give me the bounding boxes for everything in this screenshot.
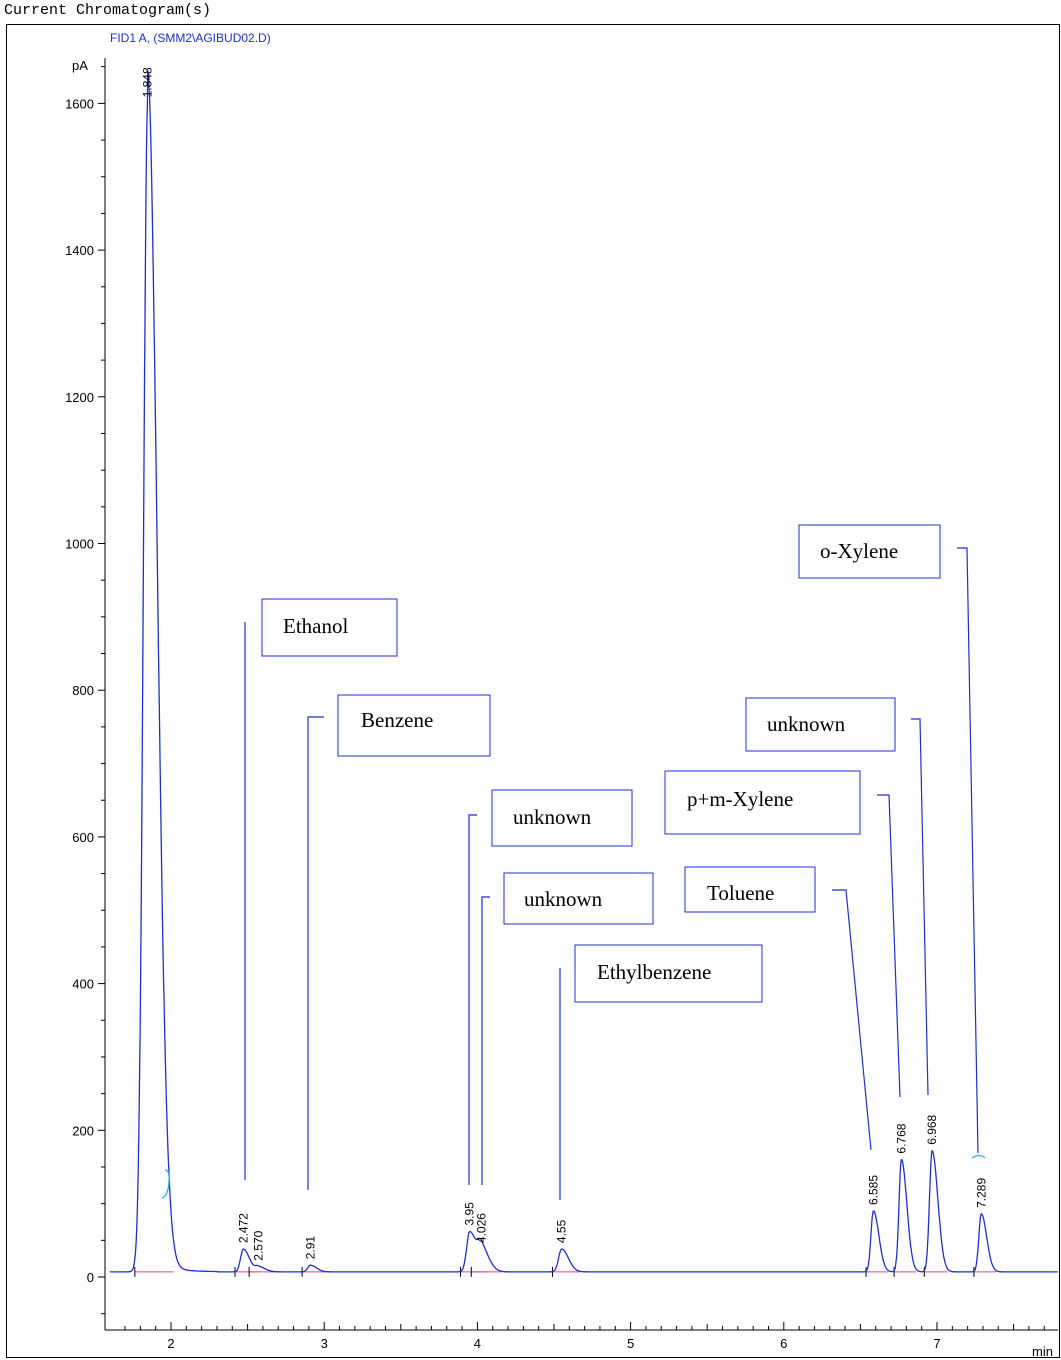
y-tick-label: 800	[72, 683, 94, 698]
annotation-box	[745, 697, 896, 752]
annotation-text: unknown	[524, 887, 603, 911]
baselines	[134, 1266, 996, 1277]
annotation-text: unknown	[513, 805, 592, 829]
annotation-leader	[911, 718, 929, 1096]
annotation-text: Ethylbenzene	[597, 960, 711, 984]
y-tick-label: 1000	[65, 537, 94, 552]
peak-label: 7.289	[974, 1178, 988, 1208]
signal-label: FID1 A, (SMM2\AGIBUD02.D)	[110, 31, 271, 45]
event-bracket	[971, 1154, 986, 1159]
annotation-text: Benzene	[361, 708, 433, 732]
compound-annotations: Ethanol Benzene unknown unknown Ethylbenzene…	[161, 524, 986, 1200]
annotation-box	[798, 524, 941, 579]
peak-label: 3.95	[463, 1202, 477, 1226]
annotation-leader	[468, 814, 477, 1185]
x-axis-unit: min	[1032, 1344, 1053, 1359]
y-tick-label: 1400	[65, 243, 94, 258]
annotation-leader	[832, 889, 872, 1151]
peak-label: 4.55	[555, 1219, 569, 1243]
annotation-leader	[877, 794, 901, 1098]
x-tick-label: 4	[474, 1336, 481, 1351]
annotation-text: o-Xylene	[820, 539, 898, 563]
y-tick-label: 1600	[65, 96, 94, 111]
y-tick-label: 400	[72, 977, 94, 992]
peak-label: 2.472	[236, 1213, 250, 1243]
peak-label: 2.570	[251, 1230, 265, 1260]
event-bracket	[161, 1169, 170, 1199]
annotation-text: Toluene	[707, 881, 774, 905]
annotation-text: Ethanol	[283, 614, 348, 638]
annotation-leader	[481, 896, 490, 1185]
annotation: Toluene	[684, 866, 872, 1151]
annotation: o-Xylene	[798, 524, 979, 1154]
peak-label: 6.968	[925, 1114, 939, 1144]
signal-trace	[109, 70, 1058, 1273]
y-tick-label: 0	[87, 1270, 94, 1285]
annotation-box	[491, 789, 633, 847]
annotation-box	[574, 944, 763, 1003]
peak-label: 1.848	[141, 67, 155, 97]
annotation-leader	[957, 547, 979, 1154]
window-title: Current Chromatogram(s)	[4, 2, 212, 19]
peak-label: 6.768	[895, 1123, 909, 1153]
peak-label: 2.91	[303, 1236, 317, 1260]
annotation: unknown	[468, 789, 633, 1185]
annotation: unknown	[481, 872, 654, 1185]
annotation: p+m-Xylene	[664, 770, 901, 1098]
annotation-box	[503, 872, 654, 925]
y-tick-label: 1200	[65, 390, 94, 405]
annotation-text: unknown	[767, 712, 846, 736]
y-axis-unit: pA	[72, 58, 88, 73]
x-tick-label: 2	[167, 1336, 174, 1351]
annotation-box	[337, 694, 491, 757]
x-tick-label: 5	[627, 1336, 634, 1351]
y-tick-label: 600	[72, 830, 94, 845]
annotation: unknown	[745, 697, 929, 1096]
annotation-leader	[307, 716, 324, 1190]
peak-label: 6.585	[866, 1175, 880, 1205]
axes: 0 200 400 600 800 1000 1200 1400 1600 2 3 4 5 6 7	[65, 58, 1058, 1351]
annotation-box	[261, 598, 398, 657]
y-tick-label: 200	[72, 1123, 94, 1138]
annotation-box	[684, 866, 816, 913]
x-tick-label: 3	[321, 1336, 328, 1351]
peak-label: 4.026	[474, 1213, 488, 1243]
annotation: Ethylbenzene	[559, 944, 763, 1200]
x-tick-label: 6	[780, 1336, 787, 1351]
annotation: Ethanol	[244, 598, 398, 1180]
x-tick-label: 7	[933, 1336, 940, 1351]
chart-frame	[6, 24, 1060, 1358]
annotation-text: p+m-Xylene	[687, 787, 793, 811]
annotation: Benzene	[307, 694, 491, 1190]
annotation-box	[664, 770, 861, 835]
